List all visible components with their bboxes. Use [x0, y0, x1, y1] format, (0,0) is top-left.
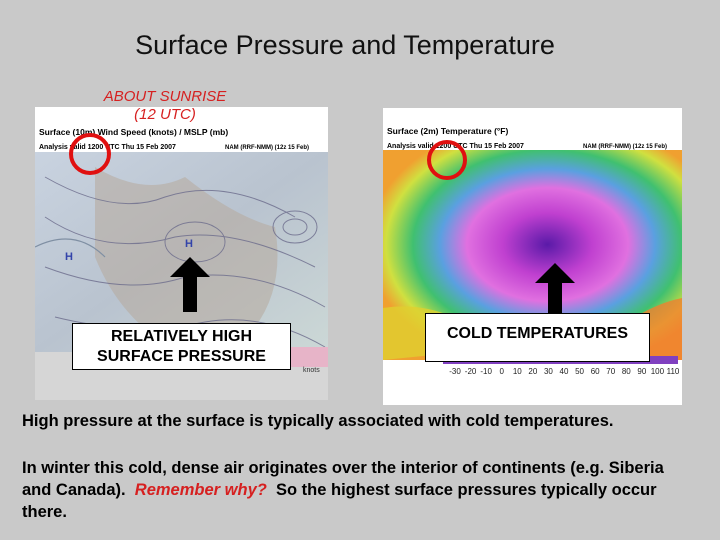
colorbar-tick: -20 [465, 367, 477, 376]
annotation-line: (12 UTC) [134, 106, 196, 123]
units-label: knots [303, 367, 320, 374]
colorbar-tick: 90 [637, 367, 646, 376]
callout-box: RELATIVELY HIGH SURFACE PRESSURE [72, 323, 291, 370]
highlight-circle [69, 133, 111, 175]
colorbar-tick: 40 [560, 367, 569, 376]
highlight-circle [427, 140, 467, 180]
paragraph: In winter this cold, dense air originate… [22, 457, 682, 523]
map-header: Surface (2m) Temperature (°F) [387, 126, 508, 136]
map-subheader: Analysis valid 1200 UTC Thu 15 Feb 2007 [387, 143, 524, 150]
colorbar-tick: 50 [575, 367, 584, 376]
colorbar-tick: -30 [449, 367, 461, 376]
colorbar-tick: 70 [606, 367, 615, 376]
high-label: H [185, 238, 193, 250]
arrow [170, 257, 210, 312]
colorbar-tick: 60 [591, 367, 600, 376]
colorbar-tick: 80 [622, 367, 631, 376]
colorbar-tick: 100 [651, 367, 665, 376]
map-header: Surface (10m) Wind Speed (knots) / MSLP … [39, 127, 228, 137]
time-annotation: ABOUT SUNRISE (12 UTC) [70, 88, 260, 124]
annotation-line: ABOUT SUNRISE [103, 88, 227, 105]
colorbar-tick: 110 [667, 367, 680, 376]
colorbar-tick: 20 [528, 367, 537, 376]
text: In winter this cold, dense air originate… [22, 459, 664, 499]
high-label: H [65, 251, 73, 263]
paragraph: High pressure at the surface is typicall… [22, 412, 614, 430]
model-label: NAM (RRF-NMM) (12z 15 Feb) [583, 144, 667, 150]
colorbar-tick: 10 [513, 367, 522, 376]
slide-title: Surface Pressure and Temperature [135, 30, 555, 60]
callout-box: COLD TEMPERATURES [425, 313, 650, 362]
colorbar-tick: 30 [544, 367, 553, 376]
colorbar-tick: 0 [499, 367, 504, 376]
arrow [535, 263, 575, 318]
model-label: NAM (RRF-NMM) (12z 15 Feb) [225, 145, 309, 151]
text: So the highest surface pressures typical… [22, 481, 657, 521]
colorbar-tick: -10 [480, 367, 492, 376]
emphasis: Remember why? [134, 481, 267, 499]
